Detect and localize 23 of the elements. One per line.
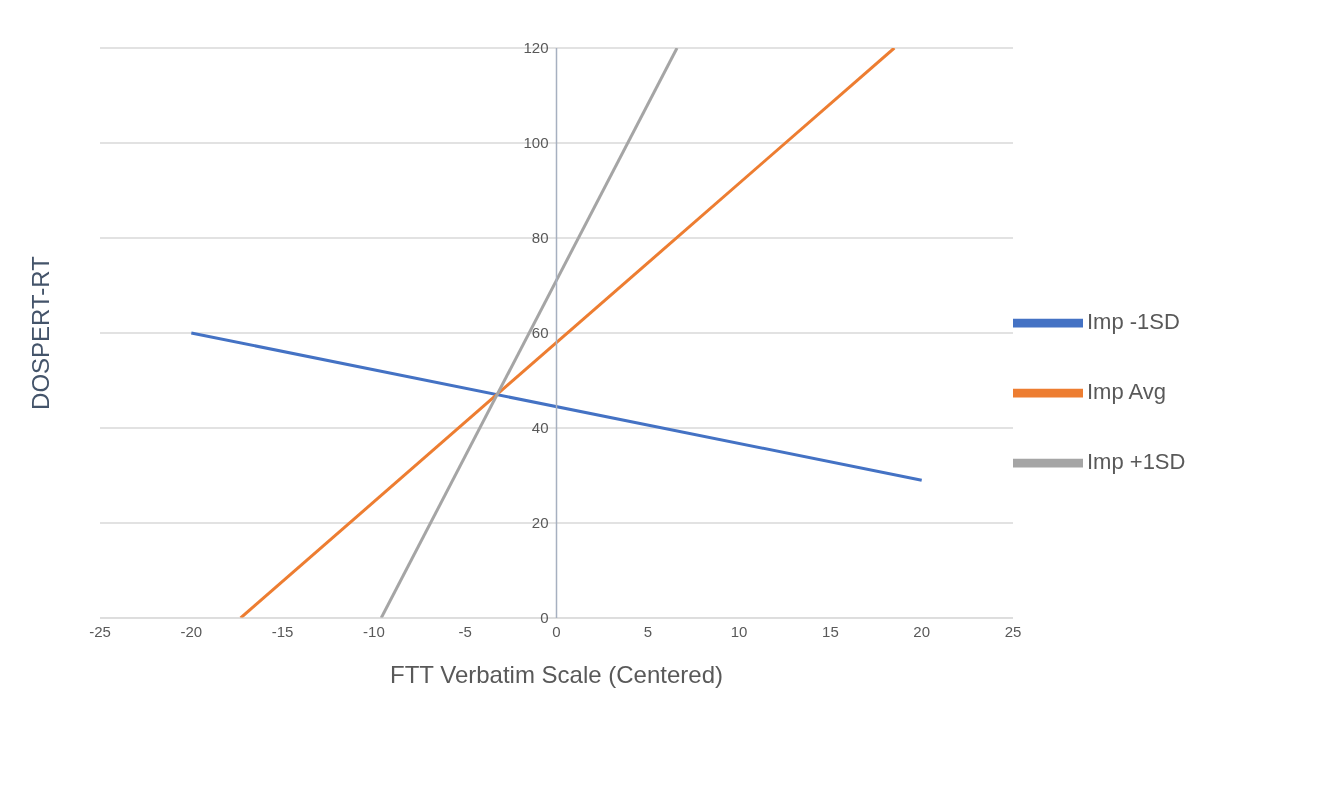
x-tick-label: -20 bbox=[180, 622, 203, 640]
y-tick-label: 40 bbox=[531, 419, 549, 436]
x-tick-label: -25 bbox=[89, 622, 111, 640]
x-tick-label: 15 bbox=[822, 622, 839, 640]
y-tick-label: 80 bbox=[531, 229, 549, 246]
legend-label: Imp -1SD bbox=[1087, 308, 1180, 334]
x-tick-label: 20 bbox=[913, 622, 931, 640]
x-tick-label: -5 bbox=[458, 622, 472, 640]
y-tick-label: 20 bbox=[531, 514, 549, 531]
x-tick-label: -10 bbox=[363, 622, 385, 640]
y-axis-title: DOSPERT-RT bbox=[26, 255, 54, 410]
y-tick-label: 120 bbox=[523, 39, 549, 56]
y-tick-label: 60 bbox=[531, 324, 549, 341]
x-tick-label: -15 bbox=[271, 622, 294, 640]
x-tick-label: 10 bbox=[730, 622, 748, 640]
legend-label: Imp +1SD bbox=[1087, 448, 1186, 474]
x-tick-label: 25 bbox=[1004, 622, 1022, 640]
x-tick-label: 0 bbox=[552, 622, 561, 640]
x-tick-label: 5 bbox=[643, 622, 652, 640]
y-tick-label: 0 bbox=[540, 609, 549, 626]
y-tick-label: 100 bbox=[523, 134, 549, 151]
x-axis-title: FTT Verbatim Scale (Centered) bbox=[389, 661, 724, 688]
legend-label: Imp Avg bbox=[1087, 378, 1167, 404]
